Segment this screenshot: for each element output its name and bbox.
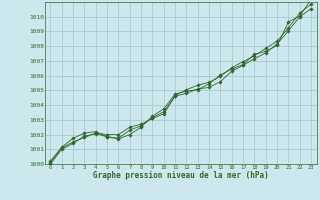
X-axis label: Graphe pression niveau de la mer (hPa): Graphe pression niveau de la mer (hPa) (93, 171, 269, 180)
